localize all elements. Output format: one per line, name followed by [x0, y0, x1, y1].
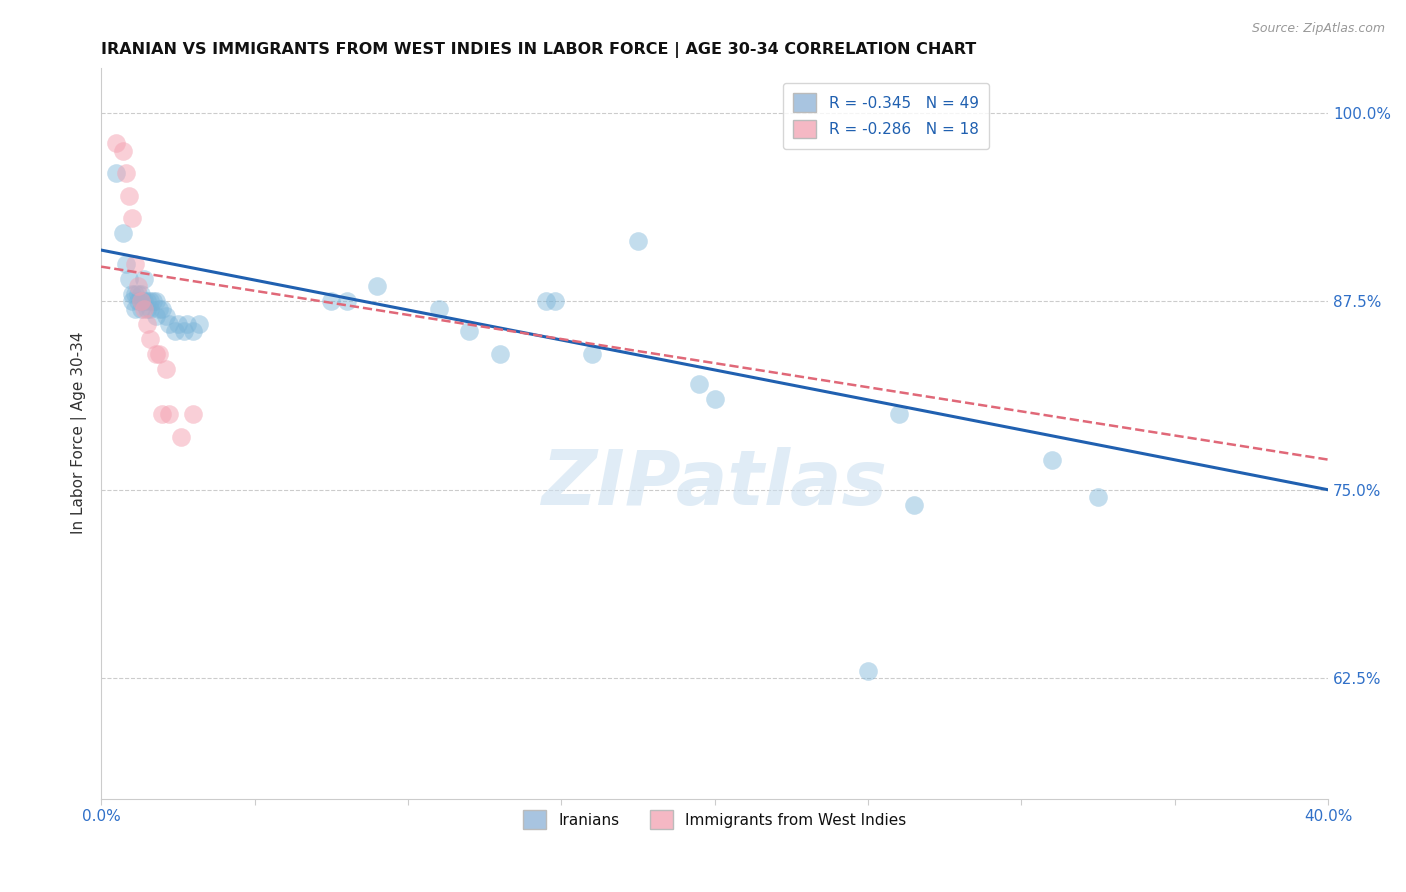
Point — [114, 257, 136, 271]
Point — [427, 301, 450, 316]
Point — [129, 301, 152, 316]
Point — [132, 271, 155, 285]
Point — [152, 301, 174, 316]
Point — [129, 294, 152, 309]
Point — [148, 347, 170, 361]
Point — [534, 294, 557, 309]
Point — [887, 408, 910, 422]
Point — [129, 286, 152, 301]
Point — [181, 408, 204, 422]
Point — [157, 317, 180, 331]
Point — [136, 317, 159, 331]
Point — [148, 301, 170, 316]
Text: IRANIAN VS IMMIGRANTS FROM WEST INDIES IN LABOR FORCE | AGE 30-34 CORRELATION CH: IRANIAN VS IMMIGRANTS FROM WEST INDIES I… — [101, 42, 976, 58]
Point — [458, 325, 481, 339]
Point — [124, 257, 146, 271]
Text: ZIPatlas: ZIPatlas — [541, 448, 887, 522]
Point — [118, 188, 141, 202]
Point — [155, 362, 177, 376]
Point — [173, 325, 195, 339]
Point — [127, 279, 149, 293]
Point — [145, 347, 167, 361]
Point — [145, 310, 167, 324]
Point — [124, 301, 146, 316]
Point — [163, 325, 186, 339]
Point — [166, 317, 188, 331]
Point — [152, 408, 174, 422]
Point — [703, 392, 725, 407]
Point — [170, 430, 193, 444]
Legend: Iranians, Immigrants from West Indies: Iranians, Immigrants from West Indies — [517, 805, 912, 835]
Point — [129, 294, 152, 309]
Point — [114, 166, 136, 180]
Point — [139, 294, 162, 309]
Point — [124, 286, 146, 301]
Point — [321, 294, 343, 309]
Point — [145, 294, 167, 309]
Point — [132, 294, 155, 309]
Point — [688, 377, 710, 392]
Point — [127, 294, 149, 309]
Point — [121, 211, 143, 226]
Point — [136, 301, 159, 316]
Point — [627, 234, 650, 248]
Point — [121, 294, 143, 309]
Point — [581, 347, 603, 361]
Point — [111, 144, 134, 158]
Point — [157, 408, 180, 422]
Point — [188, 317, 211, 331]
Point — [127, 286, 149, 301]
Point — [136, 294, 159, 309]
Point — [139, 301, 162, 316]
Point — [155, 310, 177, 324]
Point — [1087, 491, 1109, 505]
Point — [1040, 452, 1063, 467]
Point — [105, 136, 128, 150]
Point — [139, 332, 162, 346]
Point — [544, 294, 567, 309]
Point — [181, 325, 204, 339]
Point — [366, 279, 388, 293]
Point — [176, 317, 198, 331]
Text: Source: ZipAtlas.com: Source: ZipAtlas.com — [1251, 22, 1385, 36]
Point — [335, 294, 357, 309]
Point — [142, 294, 165, 309]
Point — [903, 498, 925, 512]
Point — [856, 664, 879, 678]
Point — [489, 347, 512, 361]
Y-axis label: In Labor Force | Age 30-34: In Labor Force | Age 30-34 — [72, 332, 87, 534]
Point — [121, 286, 143, 301]
Point — [105, 166, 128, 180]
Point — [111, 227, 134, 241]
Point — [118, 271, 141, 285]
Point — [132, 301, 155, 316]
